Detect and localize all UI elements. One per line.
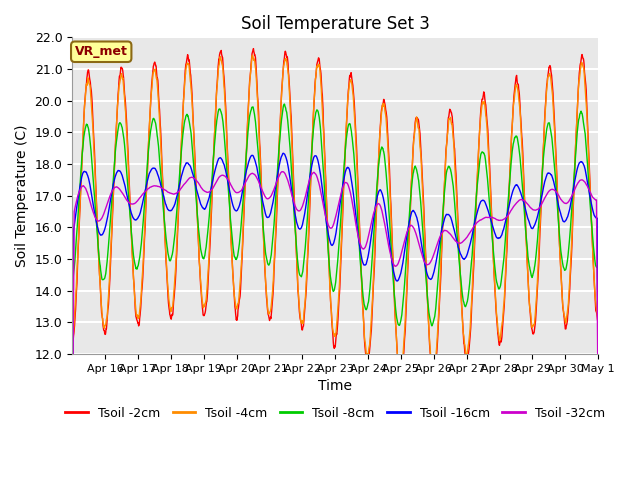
Line: Tsoil -4cm: Tsoil -4cm: [72, 55, 598, 469]
Tsoil -16cm: [312, 153, 319, 159]
Tsoil -4cm: [312, 77, 319, 83]
Tsoil -2cm: [595, 456, 602, 462]
Tsoil -2cm: [250, 46, 257, 51]
Tsoil -32cm: [588, 192, 595, 198]
Tsoil -8cm: [150, 117, 158, 122]
Tsoil -32cm: [536, 204, 544, 209]
Tsoil -8cm: [280, 101, 288, 107]
Line: Tsoil -16cm: Tsoil -16cm: [72, 153, 598, 480]
Tsoil -2cm: [460, 331, 467, 336]
Tsoil -2cm: [150, 60, 158, 66]
Tsoil -4cm: [460, 330, 467, 336]
Tsoil -16cm: [460, 255, 467, 261]
Tsoil -4cm: [68, 466, 76, 472]
Tsoil -8cm: [312, 111, 319, 117]
Tsoil -16cm: [150, 166, 158, 171]
Tsoil -8cm: [321, 203, 329, 208]
Tsoil -32cm: [460, 239, 467, 244]
Tsoil -16cm: [536, 201, 544, 206]
Tsoil -2cm: [588, 225, 595, 230]
Tsoil -32cm: [321, 213, 329, 218]
Tsoil -4cm: [595, 454, 602, 459]
Tsoil -2cm: [68, 470, 76, 476]
X-axis label: Time: Time: [318, 379, 352, 394]
Tsoil -16cm: [321, 212, 329, 218]
Tsoil -16cm: [595, 409, 602, 415]
Tsoil -32cm: [150, 183, 158, 189]
Tsoil -32cm: [595, 420, 602, 425]
Tsoil -4cm: [536, 216, 544, 222]
Tsoil -2cm: [536, 224, 544, 229]
Tsoil -32cm: [312, 171, 319, 177]
Title: Soil Temperature Set 3: Soil Temperature Set 3: [241, 15, 429, 33]
Tsoil -8cm: [588, 222, 595, 228]
Tsoil -4cm: [588, 222, 595, 228]
Tsoil -16cm: [280, 150, 287, 156]
Tsoil -16cm: [588, 202, 595, 208]
Tsoil -4cm: [150, 67, 158, 73]
Tsoil -8cm: [595, 450, 602, 456]
Line: Tsoil -2cm: Tsoil -2cm: [72, 48, 598, 473]
Tsoil -4cm: [249, 52, 257, 58]
Text: VR_met: VR_met: [75, 45, 127, 58]
Tsoil -4cm: [321, 173, 329, 179]
Tsoil -32cm: [68, 472, 76, 478]
Legend: Tsoil -2cm, Tsoil -4cm, Tsoil -8cm, Tsoil -16cm, Tsoil -32cm: Tsoil -2cm, Tsoil -4cm, Tsoil -8cm, Tsoi…: [60, 402, 610, 424]
Tsoil -2cm: [312, 76, 319, 82]
Y-axis label: Soil Temperature (C): Soil Temperature (C): [15, 124, 29, 267]
Tsoil -8cm: [536, 200, 544, 205]
Tsoil -2cm: [321, 168, 329, 174]
Tsoil -8cm: [460, 298, 467, 303]
Line: Tsoil -8cm: Tsoil -8cm: [72, 104, 598, 465]
Tsoil -8cm: [68, 462, 76, 468]
Tsoil -32cm: [279, 169, 287, 175]
Line: Tsoil -32cm: Tsoil -32cm: [72, 172, 598, 475]
